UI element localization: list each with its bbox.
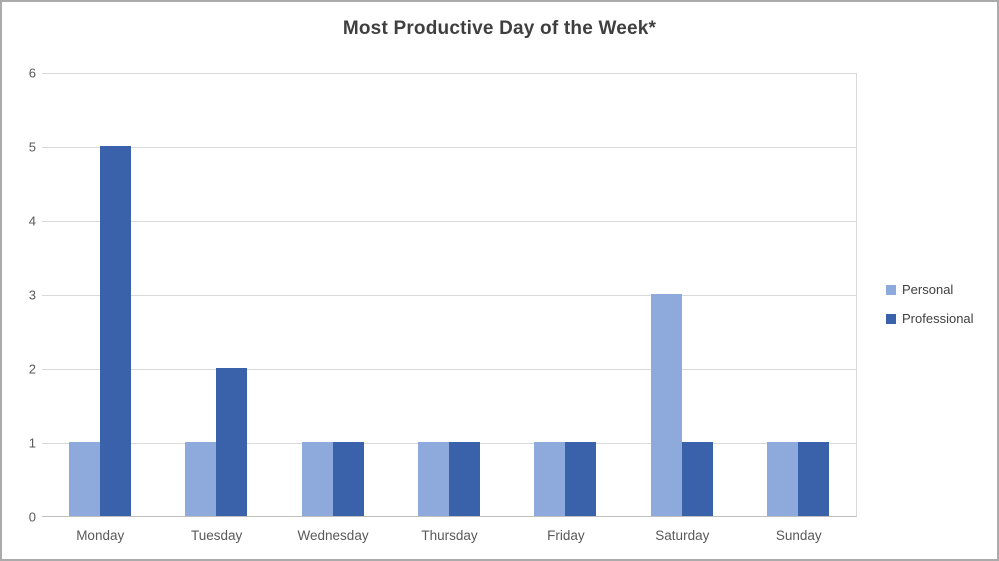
y-tick-label-6: 6 bbox=[28, 65, 36, 81]
legend: Personal Professional bbox=[886, 282, 974, 340]
bar-group-wednesday bbox=[275, 73, 391, 516]
bar-professional-thursday bbox=[448, 442, 480, 516]
y-tick-label-0: 0 bbox=[28, 509, 36, 525]
bar-group-thursday bbox=[391, 73, 507, 516]
y-tick-label-1: 1 bbox=[28, 435, 36, 451]
legend-item-personal: Personal bbox=[886, 282, 974, 297]
bar-personal-monday bbox=[69, 442, 101, 516]
x-tick-label-monday: Monday bbox=[76, 528, 125, 543]
bar-professional-tuesday bbox=[216, 368, 248, 516]
y-axis: 0 1 2 3 4 5 6 bbox=[8, 66, 36, 525]
y-tick-label-4: 4 bbox=[28, 213, 36, 229]
bar-personal-sunday bbox=[766, 442, 798, 516]
bar-group-monday bbox=[42, 73, 158, 516]
x-tick-label-saturday: Saturday bbox=[655, 528, 710, 543]
gridline-4 bbox=[42, 221, 856, 222]
x-tick-label-thursday: Thursday bbox=[421, 528, 478, 543]
bar-group-sunday bbox=[740, 73, 856, 516]
legend-swatch-icon bbox=[886, 313, 896, 324]
gridline-3 bbox=[42, 295, 856, 296]
bar-group-friday bbox=[507, 73, 623, 516]
bar-professional-monday bbox=[100, 146, 132, 516]
bar-personal-friday bbox=[534, 442, 566, 516]
bar-personal-thursday bbox=[417, 442, 449, 516]
legend-item-professional: Professional bbox=[886, 311, 974, 326]
x-tick-label-friday: Friday bbox=[547, 528, 585, 543]
x-axis: Monday Tuesday Wednesday Thursday Friday Satu… bbox=[42, 528, 857, 543]
gridline-6 bbox=[42, 73, 856, 74]
bar-personal-wednesday bbox=[301, 442, 333, 516]
bar-professional-saturday bbox=[681, 442, 713, 516]
chart-title: Most Productive Day of the Week* bbox=[342, 18, 657, 39]
bar-group-saturday bbox=[623, 73, 739, 516]
x-tick-label-tuesday: Tuesday bbox=[190, 528, 243, 543]
bar-groups bbox=[42, 73, 856, 516]
gridline-5 bbox=[42, 147, 856, 148]
bar-personal-saturday bbox=[650, 294, 682, 516]
plot-area bbox=[42, 73, 857, 517]
bar-professional-wednesday bbox=[332, 442, 364, 516]
legend-label: Professional bbox=[902, 311, 974, 326]
bar-professional-friday bbox=[565, 442, 597, 516]
bar-group-tuesday bbox=[158, 73, 274, 516]
y-tick-label-5: 5 bbox=[28, 139, 36, 155]
bar-professional-sunday bbox=[797, 442, 829, 516]
x-tick-label-wednesday: Wednesday bbox=[297, 528, 369, 543]
gridline-2 bbox=[42, 369, 856, 370]
y-tick-label-2: 2 bbox=[28, 361, 36, 377]
y-tick-label-3: 3 bbox=[28, 287, 36, 303]
x-tick-label-sunday: Sunday bbox=[775, 528, 822, 543]
legend-swatch-icon bbox=[886, 284, 896, 295]
legend-label: Personal bbox=[902, 282, 954, 297]
bar-personal-tuesday bbox=[185, 442, 217, 516]
